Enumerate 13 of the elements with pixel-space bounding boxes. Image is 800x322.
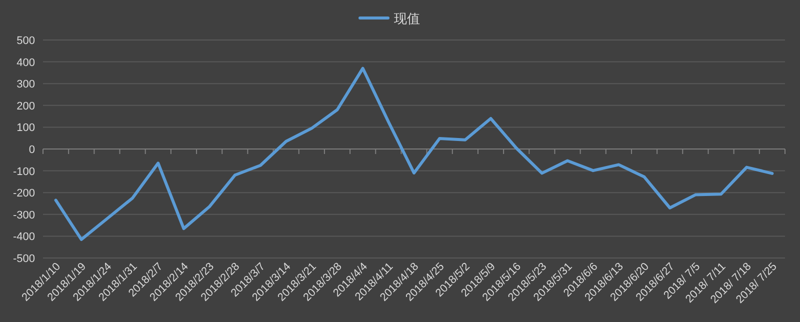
y-tick-label: 200 [16, 100, 35, 112]
y-tick-label: 500 [16, 35, 35, 47]
y-tick-label: 400 [16, 56, 35, 69]
y-tick-label: -200 [12, 188, 35, 200]
legend-label: 现值 [394, 11, 420, 26]
y-tick-label: 300 [16, 78, 35, 91]
y-tick-label: 0 [28, 144, 35, 156]
legend: 现值 [358, 11, 420, 26]
y-tick-label: -400 [12, 231, 35, 244]
y-tick-label: 100 [16, 122, 35, 134]
y-tick-label: -300 [12, 209, 35, 222]
y-tick-label: -100 [12, 166, 35, 178]
y-tick-label: -500 [12, 253, 35, 265]
